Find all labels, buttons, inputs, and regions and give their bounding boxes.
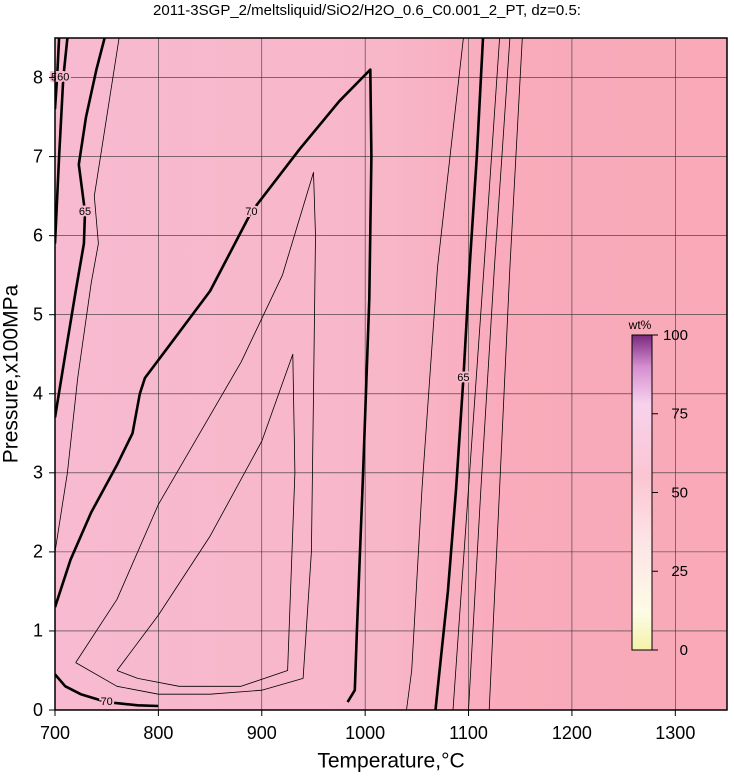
contour-label: 70 bbox=[101, 696, 113, 708]
y-tick-label: 4 bbox=[33, 384, 43, 404]
plot-background bbox=[55, 38, 727, 710]
contours bbox=[55, 38, 523, 710]
y-tick-label: 3 bbox=[33, 463, 43, 483]
colorbar-ticks: 0 25 50 75 100 bbox=[652, 327, 688, 659]
contour-line bbox=[55, 38, 120, 552]
contour-line bbox=[452, 38, 500, 710]
contour-label: 70 bbox=[245, 206, 257, 218]
x-tick-label: 800 bbox=[143, 723, 173, 743]
contour-line bbox=[434, 38, 485, 710]
chart-title: 2011-3SGP_2/meltsliquid/SiO2/H2O_0.6_C0.… bbox=[153, 2, 581, 19]
plot-frame bbox=[54, 37, 728, 711]
colorbar bbox=[631, 334, 653, 651]
y-tick-label: 7 bbox=[33, 146, 43, 166]
y-tick-label: 6 bbox=[33, 225, 43, 245]
y-tick-label: 2 bbox=[33, 542, 43, 562]
contour-label: 55 bbox=[51, 71, 63, 83]
y-tick-label: 0 bbox=[33, 700, 43, 720]
x-tick-label: 1000 bbox=[345, 723, 385, 743]
contour-label: 65 bbox=[457, 372, 469, 384]
contour-line bbox=[468, 38, 511, 710]
contour-line bbox=[55, 38, 69, 244]
y-axis-label: Pressure,x100MPa bbox=[0, 284, 23, 463]
x-tick-label: 1100 bbox=[449, 723, 488, 743]
y-tick-label: 8 bbox=[33, 67, 43, 87]
contour-line bbox=[55, 38, 106, 418]
colorbar-label: wt% bbox=[628, 318, 652, 332]
y-tick-label: 1 bbox=[33, 621, 43, 641]
contour-label: 65 bbox=[79, 206, 91, 218]
contour-line bbox=[488, 38, 523, 710]
contour-line bbox=[75, 172, 316, 695]
x-tick-label: 1200 bbox=[552, 723, 592, 743]
colorbar-tick-label: 25 bbox=[671, 563, 688, 580]
contour-line bbox=[406, 38, 464, 710]
contour-line bbox=[116, 353, 296, 687]
contour-line bbox=[55, 68, 373, 703]
contour-line bbox=[55, 673, 159, 708]
y-tick-label: 5 bbox=[33, 304, 43, 324]
colorbar-tick-label: 0 bbox=[680, 642, 688, 659]
x-tick-label: 1300 bbox=[655, 723, 695, 743]
contour-label: 60 bbox=[57, 71, 69, 83]
grid bbox=[54, 38, 727, 711]
colorbar-tick-label: 100 bbox=[663, 327, 688, 344]
x-axis-label: Temperature,°C bbox=[317, 750, 464, 773]
colorbar-tick-label: 75 bbox=[671, 406, 688, 423]
colorbar-tick-label: 50 bbox=[671, 484, 688, 501]
x-tick-label: 900 bbox=[247, 723, 277, 743]
x-tick-label: 700 bbox=[40, 723, 70, 743]
